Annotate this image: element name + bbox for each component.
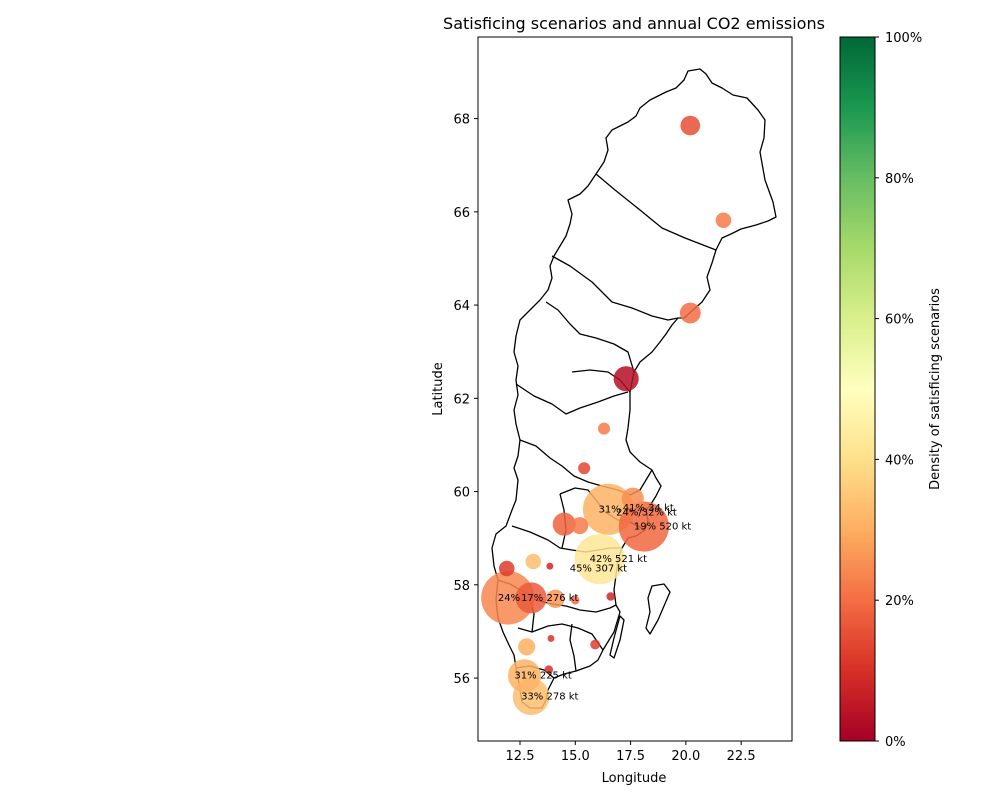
data-point	[715, 212, 732, 229]
point-label: 45% 307 kt	[570, 563, 627, 574]
y-axis-ticks: 56 58 60 62 64 66 68	[453, 113, 478, 687]
y-axis-label: Latitude	[431, 362, 446, 416]
point-label: 19% 520 kt	[634, 522, 691, 533]
point-label: 33% 278 kt	[521, 692, 578, 703]
data-point	[552, 512, 576, 536]
oland-outline	[609, 615, 625, 659]
colorbar-ticks: 0% 20% 40% 60% 80% 100%	[875, 31, 922, 750]
data-point	[515, 582, 547, 614]
y-tick-label: 66	[453, 206, 470, 221]
x-tick-label: 17.5	[616, 749, 645, 764]
colorbar-tick-label: 80%	[885, 172, 914, 187]
county-border-1	[595, 173, 717, 251]
county-border-2	[551, 255, 679, 321]
data-point	[546, 562, 554, 570]
x-tick-label: 20.0	[671, 749, 700, 764]
x-tick-label: 22.5	[727, 749, 756, 764]
data-point	[606, 592, 615, 601]
colorbar-label: Density of satisficing scenarios	[928, 288, 943, 490]
y-tick-label: 58	[453, 579, 470, 594]
x-axis-label: Longitude	[602, 771, 667, 786]
county-border-3	[545, 301, 635, 373]
y-tick-label: 62	[453, 392, 470, 407]
point-label: 41% 34 kt	[623, 503, 674, 514]
data-point	[613, 366, 639, 392]
point-label: 24%	[498, 593, 520, 604]
chart-title: Satisficing scenarios and annual CO2 emi…	[443, 14, 825, 33]
data-point	[507, 659, 541, 693]
point-label: 31% 225 kt	[514, 671, 571, 682]
y-tick-label: 60	[453, 486, 470, 501]
point-label: 17% 276 kt	[521, 593, 578, 604]
point-label: 31%	[598, 504, 620, 515]
y-tick-label: 64	[453, 299, 470, 314]
y-tick-label: 68	[453, 113, 470, 128]
data-point	[518, 638, 536, 656]
x-axis-ticks: 12.5 15.0 17.5 20.0 22.5	[506, 741, 756, 764]
data-point	[590, 639, 601, 650]
data-point	[571, 517, 589, 535]
colorbar-tick-label: 100%	[885, 31, 922, 46]
x-tick-label: 15.0	[561, 749, 590, 764]
point-label: 42% 521 kt	[590, 554, 647, 565]
county-border-13	[569, 623, 577, 672]
data-point	[680, 115, 701, 136]
colorbar-tick-label: 20%	[885, 594, 914, 609]
x-tick-label: 12.5	[506, 749, 535, 764]
data-point	[498, 560, 515, 577]
colorbar-gradient	[839, 36, 876, 742]
data-point	[547, 634, 555, 642]
data-point	[578, 462, 591, 475]
gotland-outline	[645, 583, 671, 635]
data-point	[571, 595, 580, 605]
data-point	[679, 302, 701, 324]
y-tick-label: 56	[453, 672, 470, 687]
plot-area-frame	[477, 36, 793, 742]
data-point	[525, 553, 542, 570]
data-point	[546, 589, 565, 609]
colorbar-tick-label: 40%	[885, 453, 914, 468]
data-point	[481, 571, 535, 625]
colorbar: 0% 20% 40% 60% 80% 100% Density of satisficin…	[839, 31, 943, 750]
point-labels: 31% 19% 520 kt 42% 521 kt 24% 31% 225 kt 33% …	[498, 503, 691, 703]
data-point	[574, 534, 625, 585]
colorbar-tick-label: 0%	[885, 735, 906, 750]
county-border-5	[515, 383, 629, 415]
scatter-points	[481, 115, 732, 716]
data-point	[621, 487, 644, 510]
data-point	[598, 422, 611, 435]
data-point	[618, 501, 669, 552]
point-label: 24%/32% kt	[616, 508, 677, 519]
colorbar-tick-label: 60%	[885, 313, 914, 328]
data-point	[544, 665, 554, 674]
